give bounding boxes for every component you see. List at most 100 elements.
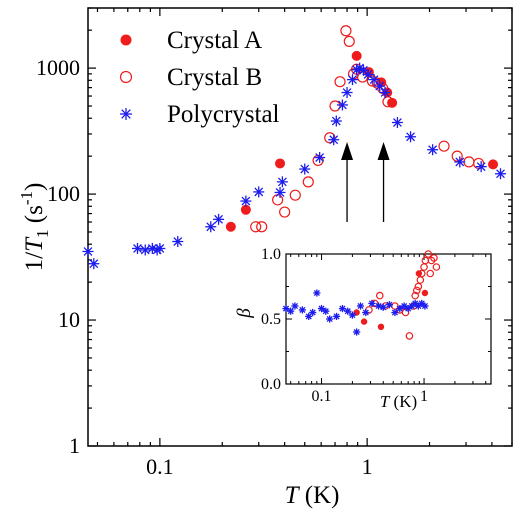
data-point-stroke (329, 135, 339, 145)
inset-data-point-stroke (309, 309, 316, 316)
y-tick-label: 1 (69, 433, 80, 458)
data-point (336, 99, 348, 111)
data-point (256, 221, 268, 233)
data-point (250, 221, 262, 233)
data-point-stroke (428, 145, 438, 155)
data-point (88, 258, 100, 270)
inset-y-tick-label: 0.5 (261, 311, 281, 328)
data-point-stroke (359, 65, 368, 75)
y-axis-label-part: 1/ (21, 252, 48, 272)
data-point (451, 150, 463, 162)
inset-data-point-stroke (333, 313, 340, 320)
data-point-stroke (315, 153, 325, 162)
y-axis-label-superscript: -1 (17, 191, 36, 205)
data-point (347, 74, 359, 86)
data-point-stroke (140, 245, 150, 255)
y-tick-label: 1000 (36, 55, 80, 80)
inset-data-point (401, 308, 410, 317)
data-point (302, 176, 314, 188)
inset-data-point (362, 308, 370, 317)
inset-data-point (298, 306, 306, 314)
data-point-stroke (277, 177, 287, 187)
inset-y-tick-label: 1.0 (261, 246, 281, 263)
data-point (314, 152, 326, 164)
inset-x-axis-label-symbol: T (380, 392, 391, 411)
inset-data-point (411, 291, 420, 300)
series-crystal-b (250, 25, 485, 233)
inset-series-filled-circle (353, 270, 429, 330)
data-point (274, 186, 286, 198)
inset-data-point-stroke (362, 309, 369, 316)
inset-data-point-stroke (380, 304, 387, 311)
data-point-stroke (173, 237, 183, 246)
data-point (463, 156, 475, 168)
data-point-stroke (89, 259, 99, 269)
data-point-stroke (147, 244, 157, 253)
inset-data-point-stroke (326, 315, 333, 323)
inset-data-point (432, 263, 441, 271)
inset-data-point (313, 289, 321, 297)
data-point-stroke (275, 188, 285, 197)
arrow-head (377, 142, 390, 160)
inset-data-point-stroke (418, 300, 425, 307)
legend-marker (120, 34, 132, 46)
x-tick-label: 1 (362, 454, 373, 479)
inset-series-open-circle (365, 250, 441, 340)
inset-data-point-stroke (391, 309, 398, 316)
inset-data-point (332, 312, 341, 320)
x-axis-label-unit: (K) (298, 482, 339, 509)
legend-marker (120, 108, 132, 120)
y-axis-label-part: (s (21, 205, 48, 229)
data-point (240, 195, 252, 207)
inset-frame (285, 253, 492, 385)
inset-data-point (287, 307, 295, 315)
inset-x-axis-label: T (K) (380, 392, 417, 411)
inset-data-point (391, 308, 399, 317)
inset-data-point (405, 332, 414, 340)
data-point-stroke (206, 222, 216, 232)
inset-data-point (404, 305, 412, 313)
inset-y-tick-label: 0.0 (261, 376, 281, 393)
inset-data-point (424, 250, 433, 258)
legend-label: Polycrystal (167, 101, 280, 128)
data-point (387, 97, 398, 108)
series-crystal-a (225, 50, 499, 232)
y-axis-label-subscript: 1 (33, 229, 52, 238)
inset-data-point (326, 315, 334, 323)
legend-marker-stroke (121, 109, 131, 119)
inset-data-point-stroke (322, 308, 329, 315)
data-point-stroke (496, 169, 505, 179)
inset-data-point-stroke (318, 305, 325, 312)
data-point (225, 221, 236, 232)
y-axis-label-part: ) (21, 183, 48, 191)
y-axis-label: 1/T1 (s-1) (17, 183, 52, 272)
data-point-stroke (355, 63, 365, 73)
data-point (289, 189, 301, 201)
inset-data-point-stroke (339, 305, 346, 312)
annotation-arrows (341, 142, 390, 222)
inset-data-point (413, 286, 421, 295)
data-point (139, 244, 151, 256)
plot-frame (87, 7, 513, 447)
inset-data-point-stroke (368, 300, 375, 307)
inset-data-point (414, 282, 423, 291)
data-point (330, 115, 342, 127)
data-point (213, 213, 225, 225)
inset-x-tick-label: 0.1 (312, 388, 332, 405)
inset-data-point (344, 307, 352, 315)
inset-data-point (348, 311, 357, 319)
inset-data-point (360, 318, 368, 325)
inset-data-point (417, 269, 426, 278)
inset-data-point-stroke (291, 302, 298, 310)
inset-data-point-stroke (357, 302, 364, 310)
legend: Crystal A Crystal B Polycrystal (119, 27, 280, 128)
inset-data-point (421, 289, 429, 297)
data-point (132, 242, 144, 254)
inset-data-point-stroke (386, 301, 393, 308)
data-point-stroke (363, 70, 373, 79)
data-point (299, 163, 311, 175)
inset-y-axis-label: β (234, 308, 255, 319)
data-point-stroke (338, 100, 347, 110)
legend-label: Crystal B (167, 64, 262, 91)
